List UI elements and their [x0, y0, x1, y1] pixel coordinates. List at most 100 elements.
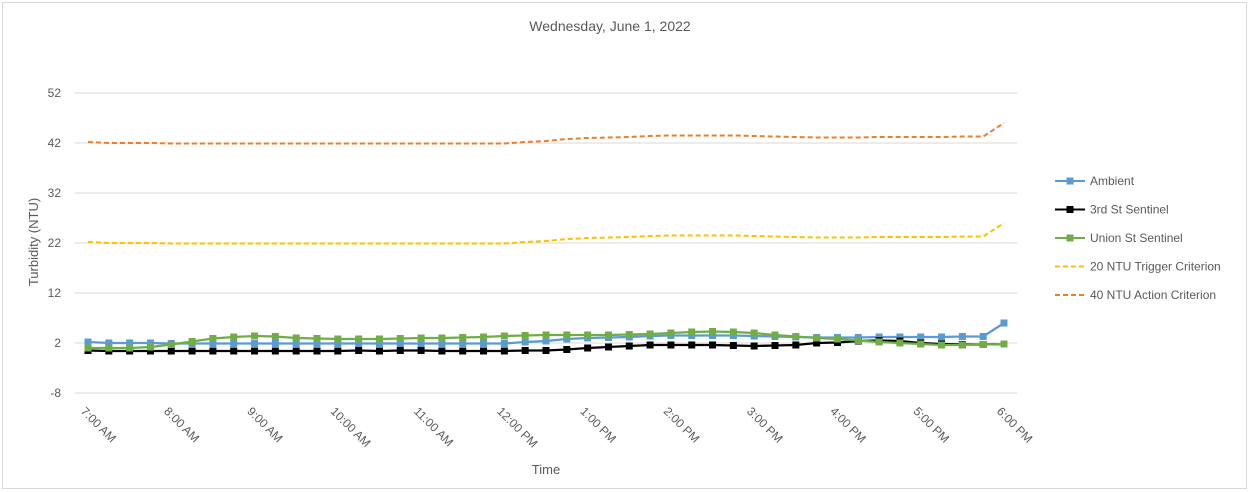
data-point: [417, 347, 425, 354]
data-point: [813, 334, 821, 342]
legend-item: 20 NTU Trigger Criterion: [1055, 260, 1221, 274]
data-point: [709, 332, 717, 339]
data-point: [750, 342, 758, 350]
data-point: [875, 338, 883, 346]
data-point: [396, 347, 404, 354]
x-tick-label: 6:00 PM: [994, 404, 1036, 446]
data-point: [292, 334, 300, 342]
legend-swatch-marker: [1066, 177, 1074, 185]
data-point: [480, 340, 488, 347]
data-point: [209, 347, 217, 355]
data-point: [480, 333, 488, 341]
series-3: [87, 222, 1005, 245]
data-point: [604, 331, 612, 339]
x-tick-label: 7:00 AM: [78, 404, 119, 445]
data-point: [230, 347, 238, 355]
y-tick-label: 52: [48, 86, 62, 100]
series-line: [87, 122, 1005, 145]
data-point: [563, 346, 571, 353]
legend-label: 20 NTU Trigger Criterion: [1090, 260, 1221, 274]
data-point: [334, 347, 342, 355]
x-tick-label: 12:00 PM: [494, 404, 540, 450]
y-tick-label: -8: [50, 386, 61, 400]
data-point: [146, 339, 154, 347]
data-point: [167, 341, 175, 348]
legend-swatch-marker: [1066, 206, 1074, 213]
data-point: [251, 332, 259, 340]
data-point: [750, 329, 758, 337]
legend-label: Ambient: [1090, 174, 1135, 188]
data-point: [542, 347, 550, 354]
data-point: [667, 329, 675, 337]
data-point: [375, 335, 383, 343]
legend-label: 3rd St Sentinel: [1090, 203, 1169, 217]
data-point: [646, 341, 654, 349]
data-point: [1000, 319, 1008, 327]
data-point: [313, 340, 321, 347]
data-point: [563, 331, 571, 339]
x-tick-label: 9:00 AM: [244, 404, 285, 445]
data-point: [209, 335, 217, 342]
data-point: [625, 342, 633, 350]
data-point: [625, 331, 633, 338]
x-tick-label: 4:00 PM: [827, 404, 869, 446]
data-point: [833, 335, 841, 343]
data-point: [292, 347, 300, 355]
data-point: [771, 342, 779, 349]
data-point: [813, 339, 821, 347]
data-point: [355, 340, 363, 347]
data-point: [313, 335, 321, 342]
data-point: [417, 340, 425, 347]
y-tick-label: 12: [48, 286, 62, 300]
y-tick-label: 2: [54, 336, 61, 350]
data-point: [459, 340, 467, 347]
data-point: [459, 334, 467, 341]
legend-label: 40 NTU Action Criterion: [1090, 288, 1216, 302]
series-4: [87, 122, 1005, 145]
data-point: [396, 335, 404, 342]
y-tick-label: 42: [48, 136, 62, 150]
data-point: [313, 347, 321, 355]
data-point: [500, 340, 508, 347]
legend-item: 3rd St Sentinel: [1055, 203, 1169, 217]
data-point: [480, 347, 488, 355]
data-point: [688, 328, 696, 336]
data-point: [688, 341, 696, 349]
data-point: [709, 328, 717, 335]
data-point: [438, 334, 446, 342]
data-point: [729, 328, 737, 336]
x-tick-label: 3:00 PM: [744, 404, 786, 446]
x-tick-label: 5:00 PM: [911, 404, 953, 446]
data-point: [917, 340, 925, 348]
data-point: [271, 333, 279, 340]
legend-item: Ambient: [1055, 174, 1135, 188]
data-point: [230, 333, 238, 341]
x-tick-label: 10:00 AM: [328, 404, 374, 450]
chart-title: Wednesday, June 1, 2022: [529, 18, 691, 34]
data-point: [209, 340, 217, 347]
data-point: [375, 347, 383, 355]
data-point: [521, 332, 529, 339]
data-point: [167, 347, 175, 355]
data-point: [584, 331, 592, 339]
x-axis-ticks: 7:00 AM 8:00 AM 9:00 AM 10:00 AM 11:00 AM 12:…: [78, 404, 1036, 450]
data-point: [251, 347, 259, 355]
data-point: [979, 341, 987, 348]
data-point: [604, 343, 612, 351]
legend-swatch-marker: [1066, 234, 1074, 242]
data-point: [917, 333, 925, 341]
data-point: [979, 333, 987, 340]
legend-item: 40 NTU Action Criterion: [1055, 288, 1216, 302]
x-tick-label: 2:00 PM: [661, 404, 703, 446]
x-axis-title: Time: [532, 462, 560, 477]
data-point: [500, 347, 508, 355]
series-line: [87, 222, 1005, 245]
data-point: [355, 347, 363, 354]
data-point: [105, 339, 113, 347]
data-point: [84, 338, 92, 346]
data-point: [146, 347, 154, 355]
data-point: [126, 344, 134, 352]
y-tick-label: 22: [48, 236, 62, 250]
